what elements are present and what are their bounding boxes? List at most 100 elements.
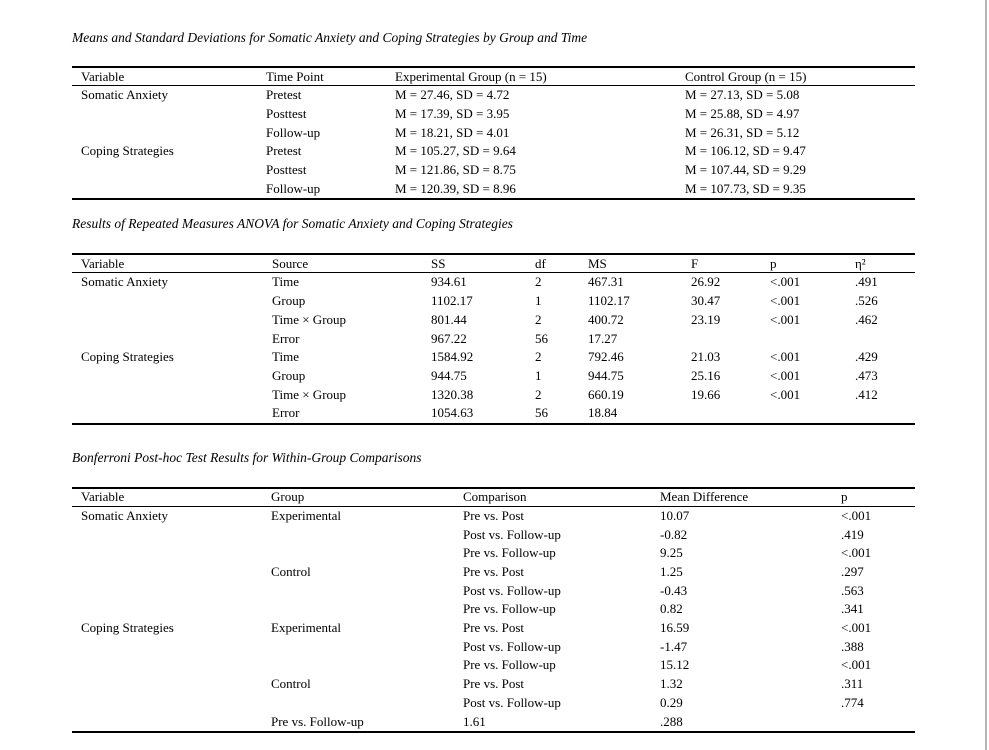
table-cell: Experimental bbox=[271, 620, 342, 636]
table-cell bbox=[761, 404, 846, 424]
table-cell: Pre vs. Follow-up bbox=[271, 713, 364, 729]
table-cell bbox=[262, 637, 454, 656]
table-row: Pre vs. Follow-up 15.12 <.001 bbox=[72, 656, 915, 675]
table-cell: 1 bbox=[535, 367, 542, 383]
table-cell: <.001 bbox=[841, 507, 872, 523]
table-cell: Pre vs. Follow-up bbox=[463, 657, 556, 673]
table-row: Control Pre vs. Post 1.32 .311 bbox=[72, 675, 915, 694]
table-cell: .429 bbox=[855, 349, 878, 365]
table-cell bbox=[262, 525, 454, 544]
table-cell: 0.82 bbox=[660, 601, 683, 617]
table-cell: 660.19 bbox=[588, 386, 624, 402]
table-cell: Group bbox=[272, 293, 306, 309]
table-cell: 2 bbox=[535, 274, 542, 290]
table-row: Coping Strategies Experimental Pre vs. Pos… bbox=[72, 619, 915, 638]
table-cell bbox=[846, 404, 915, 424]
table-cell: Posttest bbox=[266, 106, 307, 122]
table-cell: 23.19 bbox=[691, 311, 721, 327]
table-cell bbox=[72, 525, 262, 544]
table-cell: Time bbox=[272, 349, 299, 365]
table-cell: Experimental bbox=[271, 507, 342, 523]
posthoc-table-title: Bonferroni Post-hoc Test Results for Wit… bbox=[72, 449, 422, 465]
table-cell: Coping Strategies bbox=[81, 143, 174, 159]
table-cell: Pre vs. Follow-up bbox=[463, 601, 556, 617]
table-cell bbox=[72, 105, 257, 124]
table-cell: 792.46 bbox=[588, 349, 624, 365]
column-header: df bbox=[526, 254, 579, 274]
means-sd-table: Variable Time Point Experimental Group (n … bbox=[72, 66, 915, 201]
table-cell: -0.82 bbox=[660, 526, 688, 542]
table-cell: 934.61 bbox=[431, 274, 467, 290]
table-cell: Somatic Anxiety bbox=[81, 87, 169, 103]
table-cell: 18.84 bbox=[588, 405, 618, 421]
table-cell: 56 bbox=[535, 330, 548, 346]
table-row: Posttest M = 17.39, SD = 3.95 M = 25.88, S… bbox=[72, 105, 915, 124]
column-header: Source bbox=[263, 254, 422, 274]
table-cell: Pre vs. Post bbox=[463, 676, 525, 692]
table-row: Group 1102.17 1 1102.17 30.47 <.001 .526 bbox=[72, 292, 915, 311]
table-cell: Follow-up bbox=[266, 124, 321, 140]
table-cell: 2 bbox=[535, 349, 542, 365]
table-cell bbox=[72, 563, 262, 582]
table-cell: 15.12 bbox=[660, 657, 690, 673]
table-cell: M = 25.88, SD = 4.97 bbox=[685, 106, 800, 122]
table-cell: .563 bbox=[841, 582, 864, 598]
table-cell: Post vs. Follow-up bbox=[463, 638, 561, 654]
table-cell: 21.03 bbox=[691, 349, 721, 365]
table-cell: .288 bbox=[660, 713, 683, 729]
table-cell: 17.27 bbox=[588, 330, 618, 346]
table-cell: <.001 bbox=[841, 657, 872, 673]
table-row: Follow-up M = 120.39, SD = 8.96 M = 107.73… bbox=[72, 179, 915, 199]
table-cell bbox=[682, 404, 761, 424]
table-cell: .419 bbox=[841, 526, 864, 542]
table-row: Coping Strategies Time 1584.92 2 792.46 21.03… bbox=[72, 348, 915, 367]
table-cell: Time × Group bbox=[272, 311, 347, 327]
table-cell: <.001 bbox=[770, 293, 801, 309]
table-cell: .341 bbox=[841, 601, 864, 617]
column-header: Comparison bbox=[454, 487, 651, 507]
table-cell: <.001 bbox=[841, 545, 872, 561]
table-cell bbox=[262, 694, 454, 713]
table-cell: Posttest bbox=[266, 162, 307, 178]
table-cell: 1102.17 bbox=[431, 293, 473, 309]
column-header: Experimental Group (n = 15) bbox=[386, 67, 676, 86]
table-cell bbox=[72, 656, 262, 675]
table-cell bbox=[72, 600, 262, 619]
table-cell: M = 106.12, SD = 9.47 bbox=[685, 143, 806, 159]
table-cell bbox=[72, 385, 263, 404]
table-cell: M = 107.44, SD = 9.29 bbox=[685, 162, 806, 178]
table-cell: Pre vs. Post bbox=[463, 507, 525, 523]
table-cell: M = 27.46, SD = 4.72 bbox=[395, 87, 510, 103]
table-cell: -1.47 bbox=[660, 638, 688, 654]
table-row: Pre vs. Follow-up 1.61 .288 bbox=[72, 712, 915, 732]
table-cell: Pre vs. Post bbox=[463, 564, 525, 580]
table-row: Time × Group 801.44 2 400.72 23.19 <.001 .462 bbox=[72, 311, 915, 330]
table-cell: 2 bbox=[535, 386, 542, 402]
table-cell: .491 bbox=[855, 274, 878, 290]
table-cell: <.001 bbox=[770, 274, 801, 290]
table-cell bbox=[72, 123, 257, 142]
table-cell bbox=[682, 329, 761, 348]
table-cell: .473 bbox=[855, 367, 878, 383]
table-cell: 1320.38 bbox=[431, 386, 474, 402]
table-cell: Follow-up bbox=[266, 180, 321, 196]
table-cell: 9.25 bbox=[660, 545, 683, 561]
table-cell: Error bbox=[272, 330, 300, 346]
table-cell bbox=[72, 581, 262, 600]
table-cell bbox=[72, 179, 257, 199]
table-cell: -0.43 bbox=[660, 582, 688, 598]
table-cell: 1102.17 bbox=[588, 293, 630, 309]
column-header: MS bbox=[579, 254, 682, 274]
column-header: Variable bbox=[72, 487, 262, 507]
means-sd-table-title: Means and Standard Deviations for Somati… bbox=[72, 30, 588, 45]
table-cell bbox=[72, 404, 263, 424]
table-cell: 10.07 bbox=[660, 507, 690, 523]
table-cell bbox=[72, 637, 262, 656]
table-cell: .774 bbox=[841, 694, 864, 710]
table-row: Coping Strategies Pretest M = 105.27, SD =… bbox=[72, 142, 915, 161]
table-cell: .297 bbox=[841, 564, 864, 580]
column-header: η² bbox=[846, 254, 915, 274]
table-row: Somatic Anxiety Experimental Pre vs. Post 1… bbox=[72, 506, 915, 525]
table-row: Post vs. Follow-up 0.29 .774 bbox=[72, 694, 915, 713]
